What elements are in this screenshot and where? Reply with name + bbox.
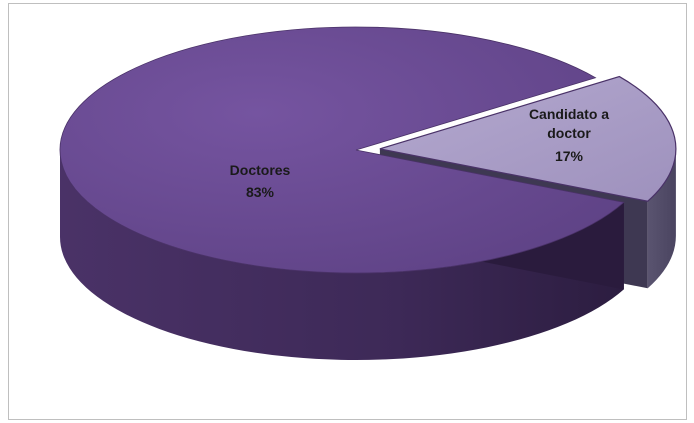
slice-label-candidato-line2: doctor bbox=[547, 125, 591, 141]
slice-side-doctores bbox=[60, 150, 624, 360]
slice-side-candidato bbox=[647, 148, 676, 289]
slice-candidato-a-doctor bbox=[379, 75, 677, 202]
slice-label-candidato-value: 17% bbox=[555, 148, 584, 164]
slice-label-candidato-line1: Candidato a bbox=[529, 106, 609, 122]
slice-label-doctores-name: Doctores bbox=[230, 162, 291, 178]
slice-doctores bbox=[59, 26, 625, 274]
slice-label-doctores-value: 83% bbox=[246, 184, 275, 200]
